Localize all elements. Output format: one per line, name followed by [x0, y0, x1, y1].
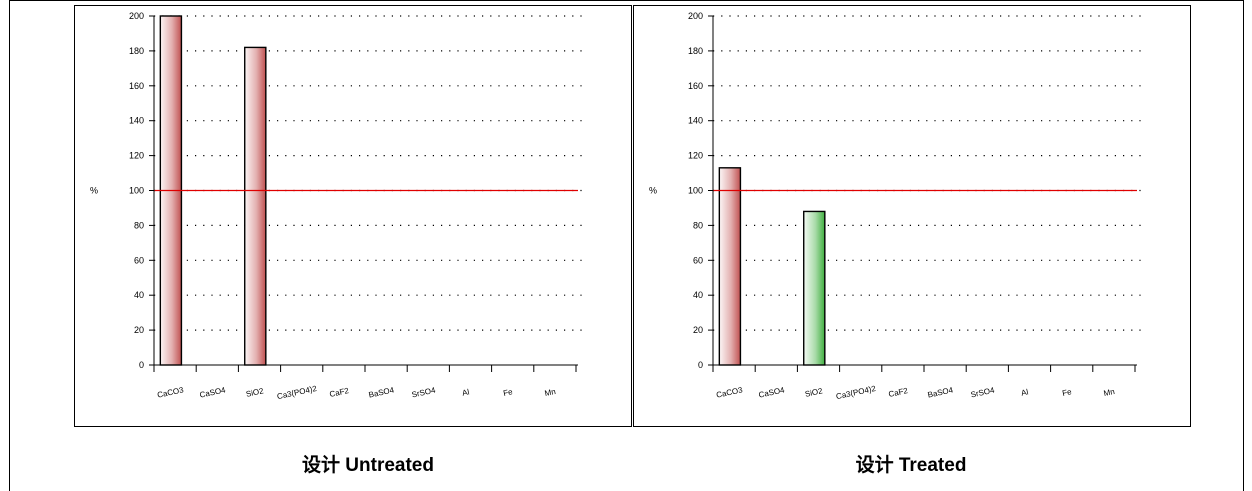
- x-tick-label: CaSO4: [758, 385, 786, 399]
- x-tick-label: CaCO3: [715, 385, 744, 399]
- y-tick-label: 20: [134, 325, 144, 335]
- x-tick-label: Ca3(PO4)2: [835, 384, 877, 401]
- caption-untreated: 设计 Untreated: [302, 455, 434, 476]
- x-tick-label: CaF2: [888, 386, 910, 399]
- x-tick-label: CaSO4: [199, 385, 227, 399]
- y-tick-label: 200: [129, 11, 144, 21]
- y-tick-label: 20: [693, 325, 703, 335]
- x-tick-label: BaSO4: [368, 385, 396, 399]
- frame-right-line: [1243, 0, 1244, 491]
- y-tick-label: 100: [688, 186, 703, 196]
- x-tick-label: CaF2: [329, 386, 351, 399]
- x-tick-label: Fe: [1061, 387, 1073, 398]
- y-tick-label: 160: [129, 81, 144, 91]
- caption-treated: 设计 Treated: [855, 455, 967, 476]
- y-tick-label: 80: [134, 220, 144, 230]
- chart-untreated: 0 20 40 60 80 100 120 140 160 180 200% CaCO3 CaSO4 Si…: [74, 5, 632, 427]
- y-axis-label: %: [90, 186, 98, 196]
- chart-treated: 0 20 40 60 80 100 120 140 160 180 200% CaCO3 CaSO4 Si…: [633, 5, 1191, 427]
- chart-treated-svg: 0 20 40 60 80 100 120 140 160 180 200% CaCO3 CaSO4 Si…: [649, 11, 1143, 401]
- y-tick-label: 180: [688, 46, 703, 56]
- y-tick-label: 140: [688, 116, 703, 126]
- y-tick-label: 180: [129, 46, 144, 56]
- x-tick-label: SrSO4: [970, 386, 996, 400]
- y-tick-label: 0: [139, 360, 144, 370]
- y-tick-label: 200: [688, 11, 703, 21]
- bar-sio2: [803, 210, 826, 366]
- x-tick-label: Mn: [1103, 387, 1116, 398]
- x-tick-label: SrSO4: [411, 386, 437, 400]
- y-tick-label: 120: [688, 151, 703, 161]
- bar-sio2: [244, 46, 267, 366]
- y-tick-label: 80: [693, 220, 703, 230]
- x-tick-label: Fe: [502, 387, 514, 398]
- chart-untreated-svg: 0 20 40 60 80 100 120 140 160 180 200% CaCO3 CaSO4 Si…: [90, 11, 584, 401]
- x-tick-label: SiO2: [245, 386, 265, 399]
- frame-top-line: [9, 0, 1244, 1]
- y-tick-label: 160: [688, 81, 703, 91]
- x-tick-label: BaSO4: [927, 385, 955, 399]
- y-tick-label: 140: [129, 116, 144, 126]
- bar-caco3: [718, 167, 742, 366]
- frame-left-line: [9, 0, 10, 491]
- x-tick-label: Al: [1020, 387, 1029, 397]
- y-tick-label: 0: [698, 360, 703, 370]
- y-tick-label: 60: [134, 255, 144, 265]
- y-axis-label: %: [649, 186, 657, 196]
- x-tick-label: Ca3(PO4)2: [276, 384, 318, 401]
- y-tick-label: 100: [129, 186, 144, 196]
- y-tick-label: 60: [693, 255, 703, 265]
- y-tick-label: 120: [129, 151, 144, 161]
- y-tick-label: 40: [134, 290, 144, 300]
- x-tick-label: SiO2: [804, 386, 824, 399]
- x-tick-label: Mn: [544, 387, 557, 398]
- y-tick-label: 40: [693, 290, 703, 300]
- x-tick-label: Al: [461, 387, 470, 397]
- x-tick-label: CaCO3: [156, 385, 185, 399]
